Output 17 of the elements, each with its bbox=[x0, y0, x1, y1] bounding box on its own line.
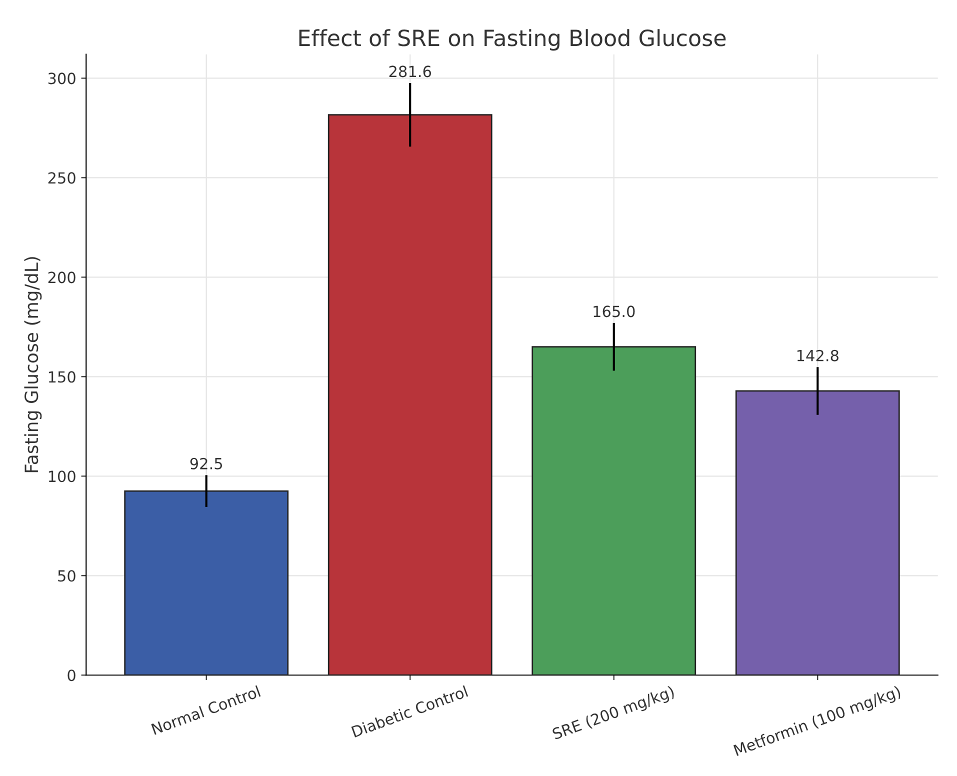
bar bbox=[532, 346, 696, 676]
y-tick-label: 50 bbox=[58, 570, 76, 582]
bar bbox=[735, 390, 900, 676]
y-axis-title: Fasting Glucose (mg/dL) bbox=[24, 257, 42, 472]
bar bbox=[328, 114, 492, 676]
y-tick-label: 0 bbox=[68, 670, 76, 682]
data-label: 165.0 bbox=[594, 306, 635, 318]
chart-title: Effect of SRE on Fasting Blood Glucose bbox=[299, 29, 726, 51]
y-tick-label: 150 bbox=[48, 371, 76, 383]
data-label: 92.5 bbox=[190, 458, 222, 470]
y-tick-label: 300 bbox=[48, 72, 76, 84]
y-tick-label: 250 bbox=[48, 172, 76, 184]
data-label: 281.6 bbox=[389, 66, 432, 78]
data-label: 142.8 bbox=[797, 350, 838, 362]
bar bbox=[124, 490, 289, 676]
y-tick-label: 100 bbox=[48, 470, 76, 482]
y-tick-label: 200 bbox=[48, 272, 76, 284]
